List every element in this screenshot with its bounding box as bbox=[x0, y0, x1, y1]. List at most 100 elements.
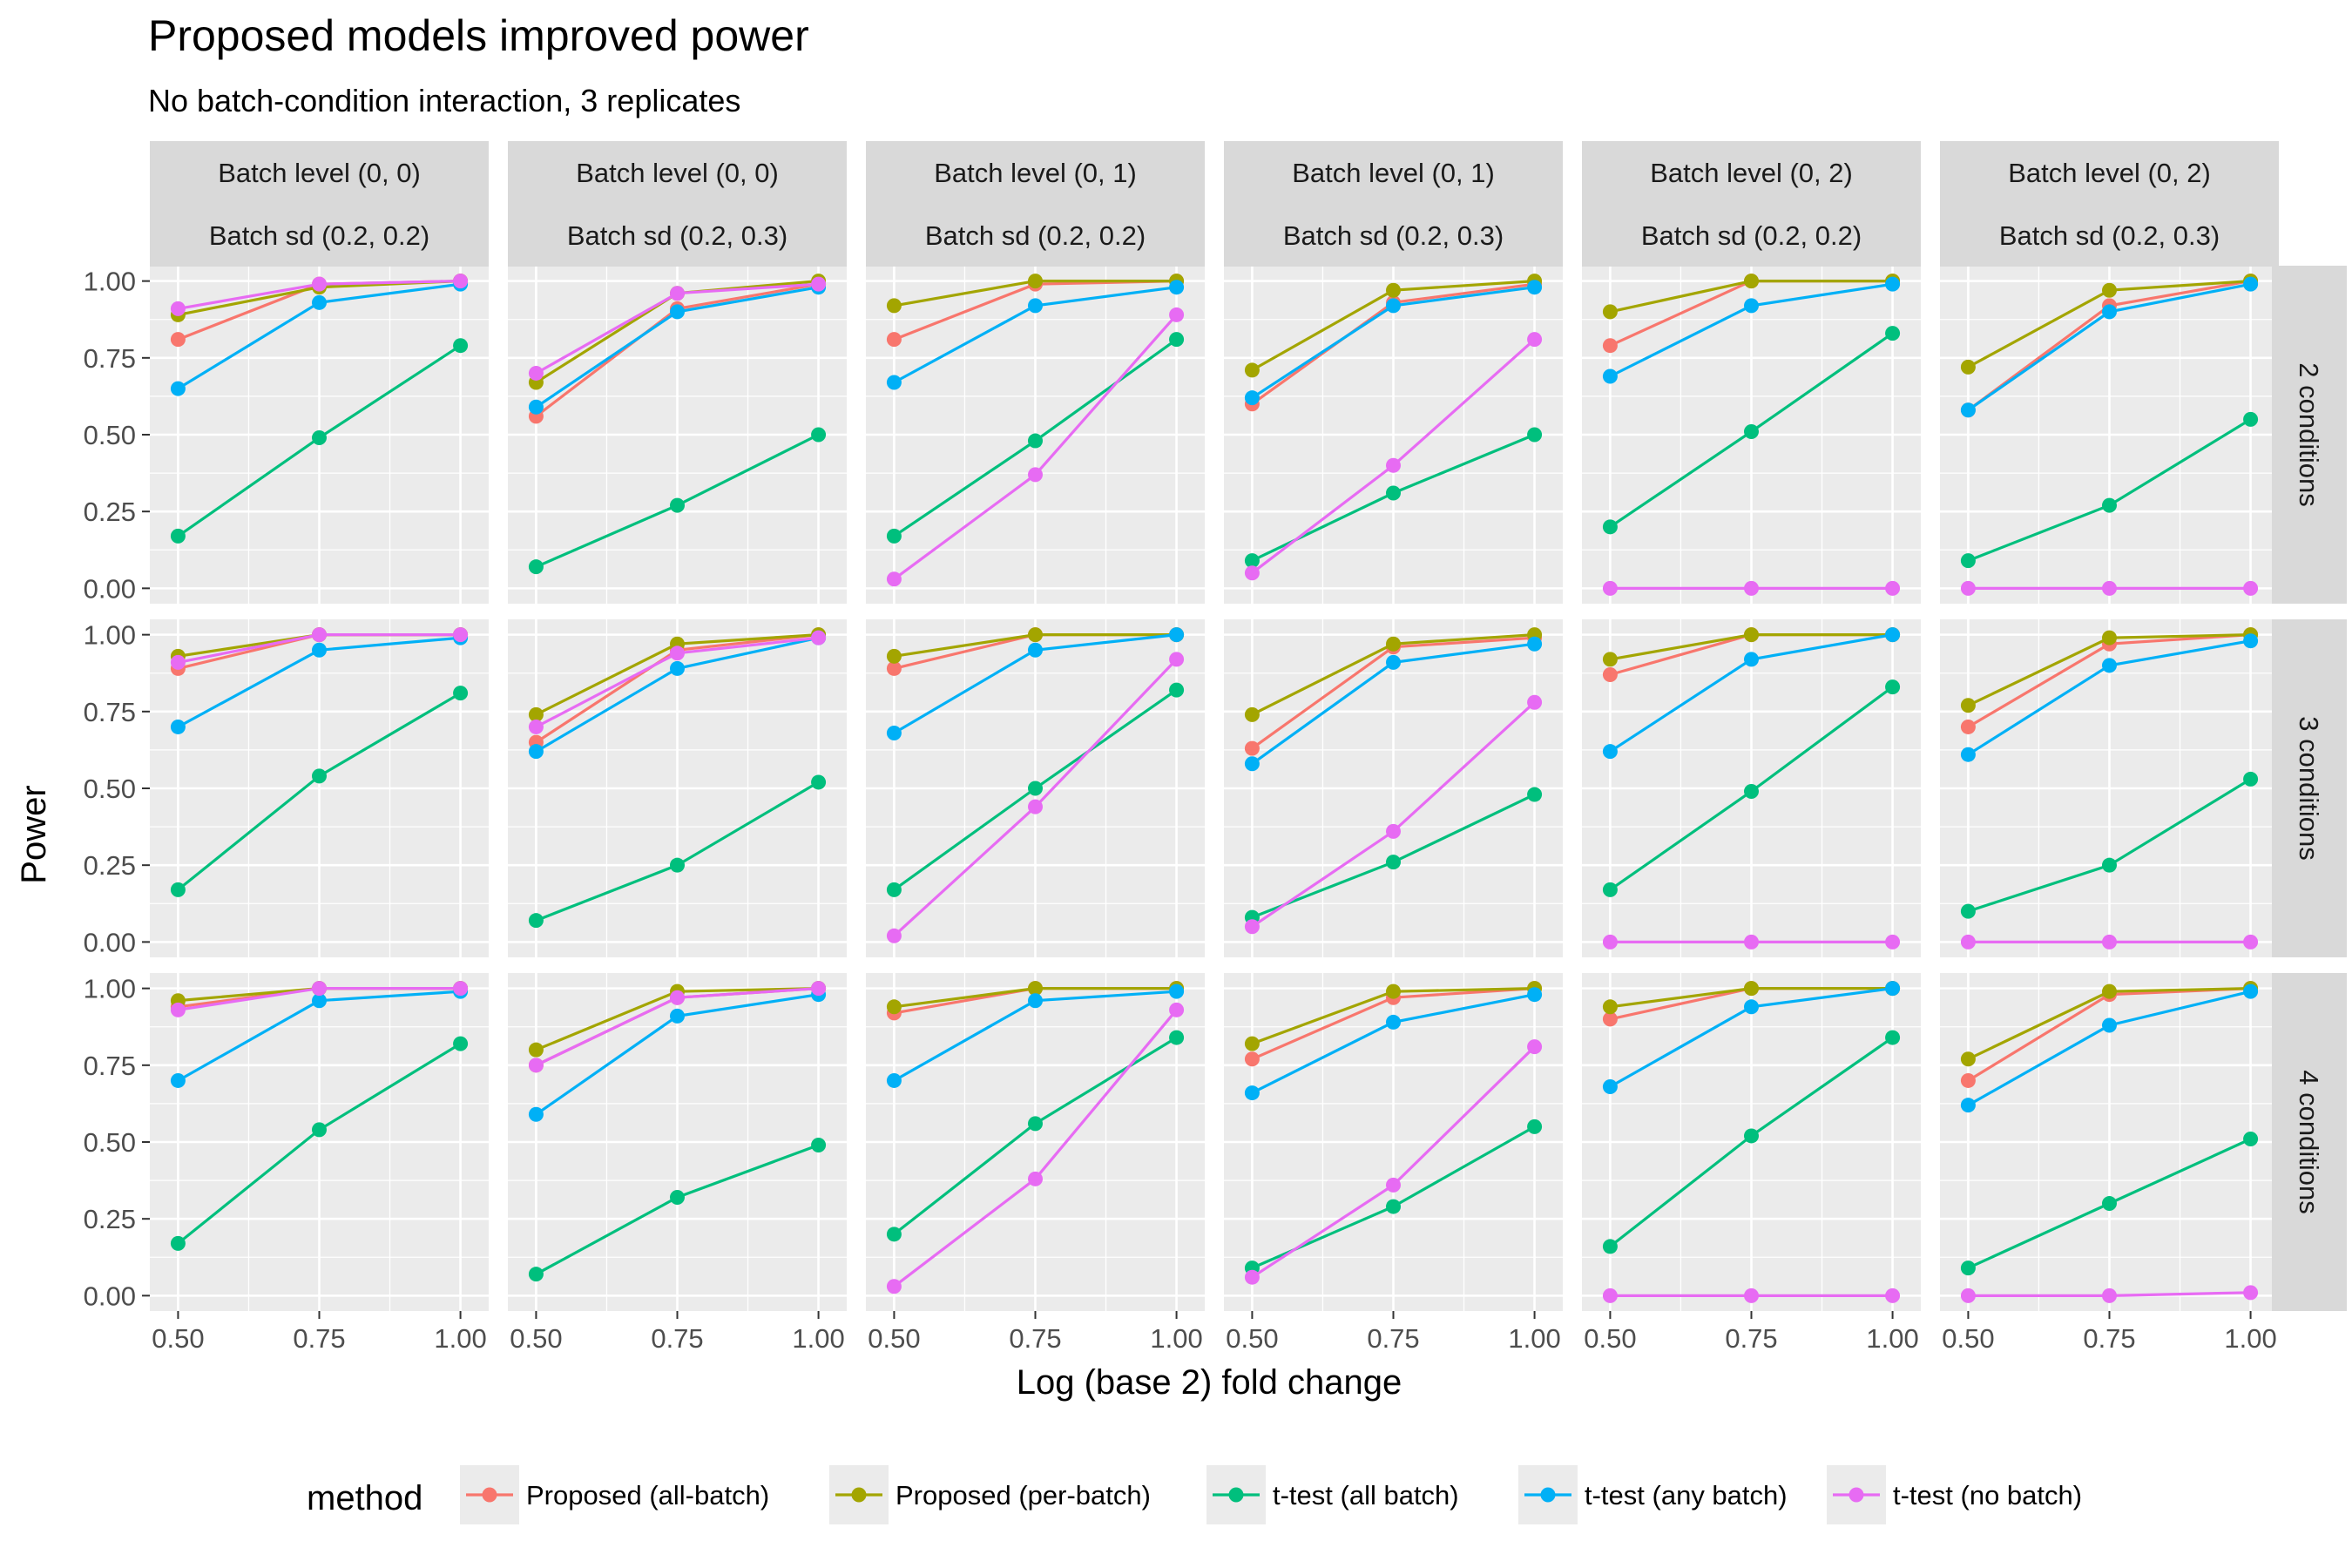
y-tick-label: 0.25 bbox=[84, 1204, 136, 1234]
data-point bbox=[528, 365, 544, 381]
data-point bbox=[170, 301, 186, 316]
data-point bbox=[312, 627, 327, 643]
data-point bbox=[1244, 390, 1260, 406]
data-point bbox=[1602, 882, 1618, 897]
column-strip-4: Batch level (0, 1) Batch sd (0.2, 0.3) bbox=[1224, 141, 1563, 267]
data-point bbox=[1527, 636, 1543, 652]
row-strip-2: 3 conditions bbox=[2272, 619, 2347, 957]
strip-background bbox=[1940, 141, 2279, 204]
data-point bbox=[2243, 411, 2259, 427]
data-point bbox=[2102, 934, 2117, 950]
panel-r1-c6 bbox=[1940, 266, 2279, 604]
x-tick-label: 0.50 bbox=[1584, 1323, 1636, 1354]
column-strip-6: Batch level (0, 2) Batch sd (0.2, 0.3) bbox=[1940, 141, 2279, 267]
data-point bbox=[1744, 627, 1759, 643]
data-point bbox=[453, 686, 469, 701]
data-point bbox=[1602, 338, 1618, 354]
column-strip-label: Batch sd (0.2, 0.3) bbox=[1283, 220, 1504, 251]
data-point bbox=[1244, 1051, 1260, 1067]
data-point bbox=[312, 981, 327, 997]
data-point bbox=[670, 1189, 685, 1205]
data-point bbox=[2243, 983, 2259, 999]
data-point bbox=[1960, 1288, 1976, 1303]
panel-r1-c5 bbox=[1582, 266, 1921, 604]
data-point bbox=[1744, 274, 1759, 289]
data-point bbox=[1386, 282, 1401, 298]
y-tick-label: 1.00 bbox=[84, 974, 136, 1004]
legend-title: method bbox=[307, 1479, 422, 1517]
column-strip-5: Batch level (0, 2) Batch sd (0.2, 0.2) bbox=[1582, 141, 1921, 267]
data-point bbox=[1028, 627, 1043, 643]
panel-r1-c1 bbox=[150, 266, 489, 604]
panel-r3-c4 bbox=[1224, 973, 1563, 1311]
legend-key-point bbox=[1540, 1487, 1556, 1503]
data-point bbox=[886, 298, 902, 314]
strip-background bbox=[2272, 619, 2347, 957]
y-tick-label: 0.25 bbox=[84, 850, 136, 881]
data-point bbox=[811, 276, 827, 292]
data-point bbox=[2102, 1017, 2117, 1033]
data-point bbox=[528, 1267, 544, 1282]
data-point bbox=[1885, 580, 1901, 596]
data-point bbox=[1960, 698, 1976, 713]
strip-background bbox=[150, 204, 489, 267]
panel-r2-c1 bbox=[150, 619, 489, 957]
legend-key-point bbox=[1228, 1487, 1244, 1503]
data-point bbox=[2243, 1131, 2259, 1146]
data-point bbox=[1028, 467, 1043, 483]
data-point bbox=[1960, 1098, 1976, 1113]
strip-background bbox=[2272, 266, 2347, 604]
legend: method Proposed (all-batch) Proposed (per… bbox=[307, 1465, 2082, 1524]
data-point bbox=[1960, 1072, 1976, 1088]
y-tick-label: 0.75 bbox=[84, 343, 136, 374]
data-point bbox=[886, 1072, 902, 1088]
strip-background bbox=[2272, 973, 2347, 1311]
row-strip-label: 4 conditions bbox=[2294, 1070, 2324, 1213]
data-point bbox=[528, 913, 544, 929]
data-point bbox=[1527, 1119, 1543, 1134]
column-strip-label: Batch level (0, 0) bbox=[218, 158, 421, 188]
y-axis-label: Power bbox=[15, 785, 53, 883]
data-point bbox=[2102, 630, 2117, 645]
data-point bbox=[1244, 756, 1260, 772]
panel-r1-c4 bbox=[1224, 266, 1563, 604]
data-point bbox=[1885, 276, 1901, 292]
data-point bbox=[1527, 694, 1543, 710]
data-point bbox=[811, 774, 827, 790]
data-point bbox=[1960, 1260, 1976, 1276]
legend-item-1: Proposed (all-batch) bbox=[460, 1465, 769, 1524]
data-point bbox=[1244, 565, 1260, 581]
data-point bbox=[1028, 1116, 1043, 1132]
data-point bbox=[1744, 580, 1759, 596]
data-point bbox=[886, 571, 902, 587]
x-tick-label: 1.00 bbox=[1866, 1323, 1918, 1354]
data-point bbox=[1386, 983, 1401, 999]
legend-item-3: t-test (all batch) bbox=[1206, 1465, 1459, 1524]
y-tick-label: 0.25 bbox=[84, 497, 136, 527]
data-point bbox=[2102, 857, 2117, 873]
data-point bbox=[2102, 497, 2117, 513]
y-tick-label: 0.00 bbox=[84, 1281, 136, 1311]
data-point bbox=[886, 648, 902, 664]
x-tick-label: 0.75 bbox=[2083, 1323, 2135, 1354]
data-point bbox=[1386, 823, 1401, 839]
column-strip-label: Batch sd (0.2, 0.3) bbox=[1999, 220, 2220, 251]
data-point bbox=[1960, 402, 1976, 418]
data-point bbox=[312, 768, 327, 784]
data-point bbox=[1744, 1128, 1759, 1144]
data-point bbox=[1169, 652, 1185, 667]
data-point bbox=[811, 427, 827, 443]
column-strip-label: Batch sd (0.2, 0.2) bbox=[1641, 220, 1862, 251]
data-point bbox=[170, 719, 186, 734]
data-point bbox=[528, 1058, 544, 1073]
data-point bbox=[312, 430, 327, 446]
data-point bbox=[170, 381, 186, 396]
data-point bbox=[670, 497, 685, 513]
x-tick-label: 0.75 bbox=[1367, 1323, 1419, 1354]
y-tick-label: 0.50 bbox=[84, 1127, 136, 1158]
data-point bbox=[2102, 1196, 2117, 1212]
x-tick-label: 0.50 bbox=[868, 1323, 920, 1354]
data-point bbox=[1028, 274, 1043, 289]
data-point bbox=[170, 882, 186, 897]
